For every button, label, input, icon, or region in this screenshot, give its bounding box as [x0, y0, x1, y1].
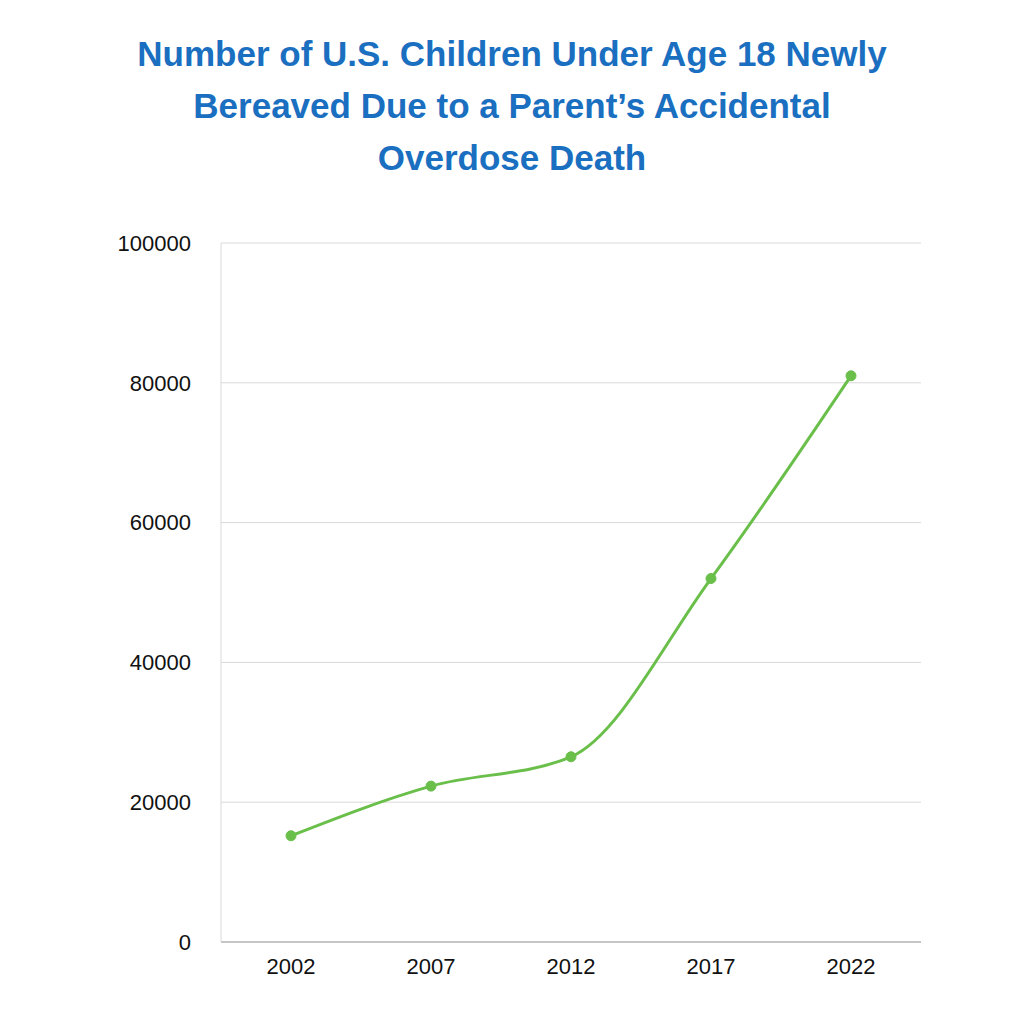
svg-text:40000: 40000 — [130, 650, 191, 675]
svg-text:2007: 2007 — [407, 954, 456, 979]
svg-text:60000: 60000 — [130, 510, 191, 535]
html-text:Number of U.S. Children Under: Number of U.S. Children Under Age 18 New… — [137, 34, 887, 177]
svg-text:2017: 2017 — [687, 954, 736, 979]
svg-text:2002: 2002 — [267, 954, 316, 979]
svg-text:100000: 100000 — [118, 231, 191, 256]
svg-text:80000: 80000 — [130, 371, 191, 396]
svg-text:20000: 20000 — [130, 790, 191, 815]
svg-text:0: 0 — [179, 930, 191, 955]
svg-text:2022: 2022 — [827, 954, 876, 979]
svg-text:2012: 2012 — [547, 954, 596, 979]
